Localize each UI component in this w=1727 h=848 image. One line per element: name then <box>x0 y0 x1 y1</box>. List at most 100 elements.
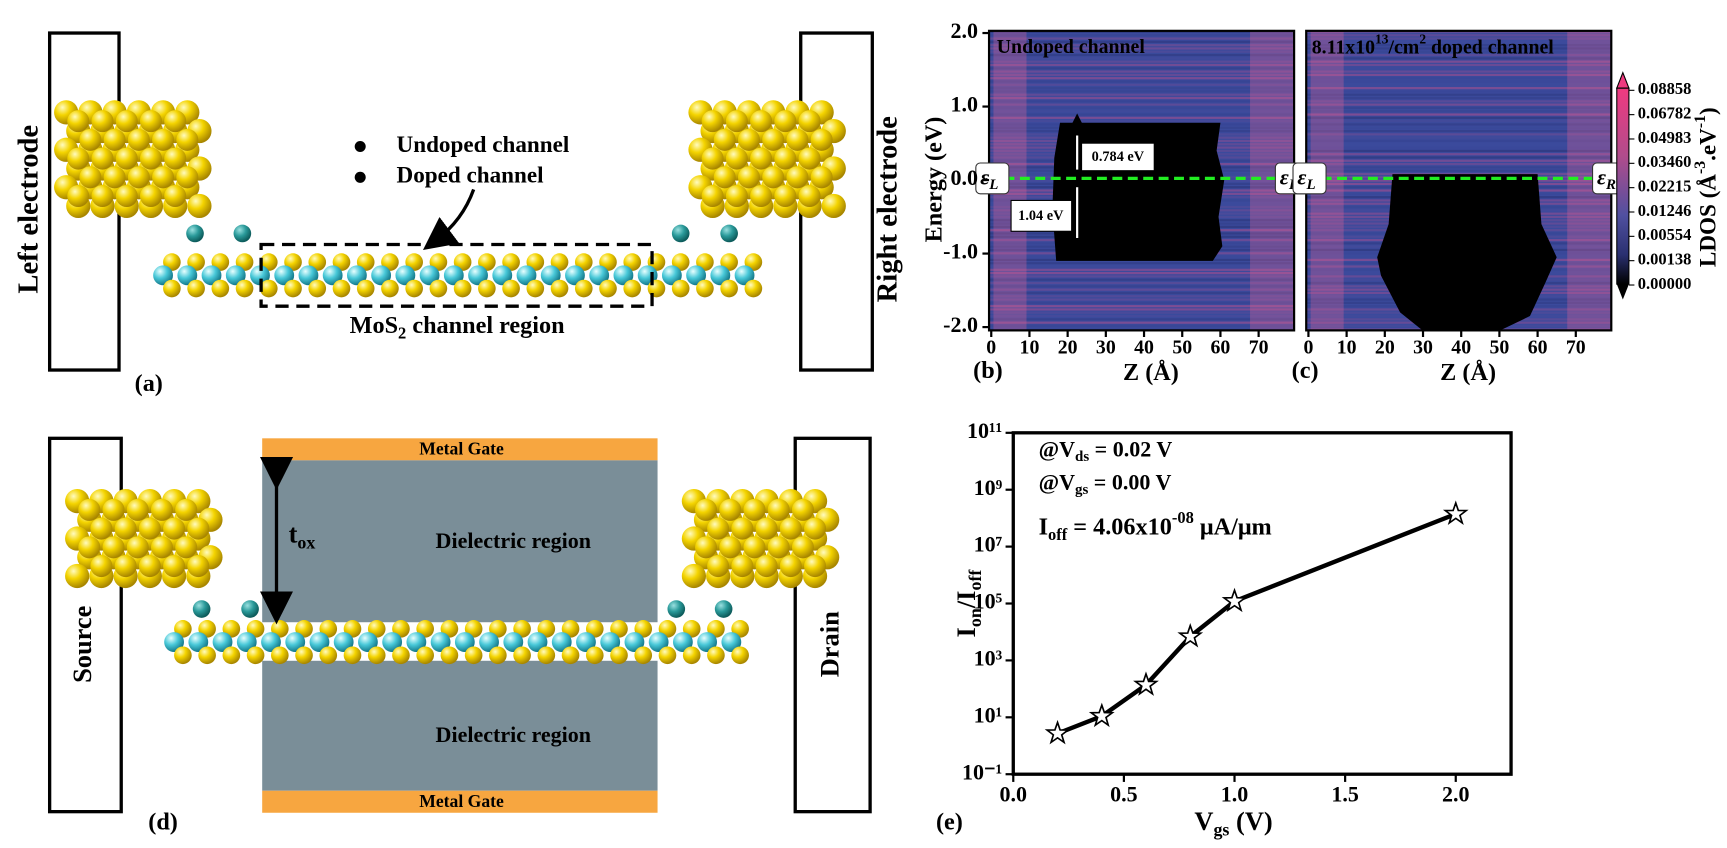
stripe <box>989 44 1295 47</box>
atom <box>453 279 472 298</box>
atom <box>647 279 666 298</box>
atom <box>527 632 548 652</box>
atom <box>164 185 187 208</box>
x-tick-label: 70 <box>1566 337 1586 359</box>
atom <box>810 166 833 189</box>
atom <box>319 646 338 665</box>
y-tick-label: 10¹¹ <box>967 418 1002 443</box>
text-part: ) <box>1696 107 1722 115</box>
atom <box>356 279 375 298</box>
stripe <box>989 321 1295 324</box>
atom <box>774 110 797 133</box>
atom <box>713 128 736 151</box>
colorbar <box>1616 87 1630 285</box>
atom <box>540 265 561 286</box>
atom <box>222 646 241 665</box>
atom <box>762 128 785 151</box>
heatmap <box>989 30 1295 331</box>
x-tick-label: 50 <box>1172 337 1192 359</box>
atom <box>574 279 593 298</box>
atom <box>743 536 766 559</box>
atom <box>381 279 399 298</box>
panel-title: Undoped channel <box>997 36 1146 58</box>
atom <box>767 498 790 521</box>
atom <box>212 632 233 652</box>
atom <box>164 632 184 652</box>
star-marker <box>1044 719 1071 745</box>
atom <box>464 646 483 665</box>
arrow <box>422 188 476 250</box>
star-marker <box>1088 702 1115 728</box>
x-tick-label: 60 <box>1528 337 1548 359</box>
stripe <box>989 60 1295 63</box>
atom <box>682 646 701 665</box>
colorbar-tick-label: 0.00138 <box>1638 249 1692 268</box>
atom <box>78 498 101 521</box>
x-tick-label: 1.5 <box>1331 781 1359 806</box>
stripe <box>1306 162 1612 166</box>
y-tick-label: 10¹ <box>974 702 1003 727</box>
y-tick-label: 10⁹ <box>974 475 1003 500</box>
layout <box>47 31 874 814</box>
stripe <box>989 67 1295 70</box>
stripe <box>989 324 1295 328</box>
stripe <box>1306 146 1612 149</box>
atom <box>163 555 186 578</box>
atom <box>713 166 736 189</box>
stripe <box>1306 153 1612 156</box>
star-marker <box>1177 623 1204 648</box>
atom <box>701 147 724 170</box>
stripe <box>1306 139 1612 143</box>
colorbar-label: LDOS (Å-3.eV-1) <box>1692 107 1722 267</box>
atom <box>285 632 306 652</box>
stripe <box>989 311 1295 314</box>
stripe <box>1306 34 1612 37</box>
atom <box>198 646 216 665</box>
atom <box>103 166 126 189</box>
y-tick-label: 10⁻¹ <box>962 759 1002 784</box>
x-tick-label: 50 <box>1490 337 1510 359</box>
atom <box>115 110 138 133</box>
atom <box>261 632 281 652</box>
atom <box>719 536 742 559</box>
legend-label: Undoped channel <box>397 132 570 158</box>
atom <box>821 193 846 219</box>
stripe <box>989 262 1295 265</box>
atom <box>810 128 833 151</box>
y-tick-label: 1.0 <box>951 92 979 117</box>
atom <box>750 147 773 170</box>
stripe <box>1306 159 1612 162</box>
atom <box>79 128 102 151</box>
level-label: εL <box>980 165 998 194</box>
x-tick-label: 20 <box>1058 337 1078 359</box>
text-part: t <box>289 518 298 548</box>
source-box <box>47 436 123 814</box>
stripe <box>989 308 1295 311</box>
panel-label: (d) <box>148 808 178 835</box>
text-part: /cm <box>1388 36 1420 58</box>
atom <box>737 128 760 151</box>
text-part: ε <box>1597 165 1606 190</box>
stripe <box>1306 169 1612 172</box>
atom <box>322 265 343 286</box>
atom <box>405 279 423 298</box>
stripe <box>1306 113 1612 116</box>
atom <box>489 646 507 665</box>
x-tick-label: 0 <box>986 337 996 359</box>
x-tick-label: 20 <box>1375 337 1395 359</box>
atom <box>235 279 254 298</box>
text-part: channel region <box>406 312 565 339</box>
y-tick-label: 10⁵ <box>974 589 1003 614</box>
atom <box>67 185 90 208</box>
gap-region <box>1377 174 1557 331</box>
atom <box>750 110 773 133</box>
x-axis-label: Z (Å) <box>1123 358 1179 386</box>
text-part: = 0.02 V <box>1089 437 1172 462</box>
x-tick-label: 0.0 <box>1000 781 1028 806</box>
atom <box>250 265 270 286</box>
atom <box>233 224 252 243</box>
panel-title: 8.11x1013/cm2 doped channel <box>1312 32 1555 58</box>
atom <box>798 147 821 170</box>
stripe <box>989 305 1295 308</box>
